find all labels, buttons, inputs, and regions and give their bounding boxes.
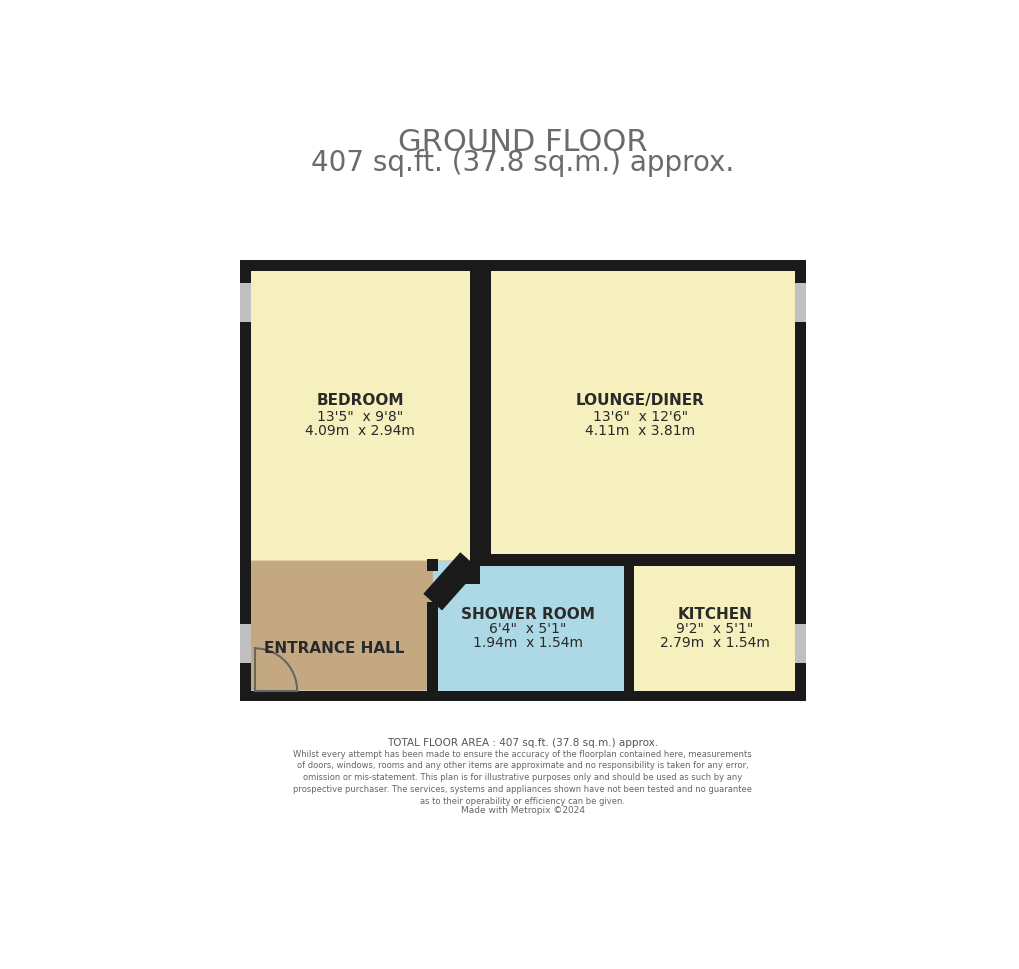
Text: 407 sq.ft. (37.8 sq.m.) approx.: 407 sq.ft. (37.8 sq.m.) approx. <box>311 149 734 177</box>
Bar <box>466 561 480 583</box>
Bar <box>427 602 437 702</box>
Text: Whilst every attempt has been made to ensure the accuracy of the floorplan conta: Whilst every attempt has been made to en… <box>292 750 752 806</box>
Text: 1.94m  x 1.54m: 1.94m x 1.54m <box>473 637 583 650</box>
Text: ENTRANCE HALL: ENTRANCE HALL <box>264 641 404 656</box>
Bar <box>469 271 491 561</box>
Text: 6'4"  x 5'1": 6'4" x 5'1" <box>489 622 567 637</box>
Bar <box>239 691 805 702</box>
Polygon shape <box>251 561 469 691</box>
Text: Made with Metropix ©2024: Made with Metropix ©2024 <box>461 806 584 815</box>
Text: 4.09m  x 2.94m: 4.09m x 2.94m <box>305 424 415 438</box>
Bar <box>795 261 805 702</box>
Bar <box>239 261 805 271</box>
Bar <box>469 553 795 566</box>
Bar <box>239 261 251 702</box>
Bar <box>623 648 634 702</box>
Bar <box>432 561 623 691</box>
Text: 9'2"  x 5'1": 9'2" x 5'1" <box>676 622 753 637</box>
Bar <box>623 561 634 603</box>
Polygon shape <box>251 271 469 561</box>
Text: 13'5"  x 9'8": 13'5" x 9'8" <box>317 410 403 424</box>
Bar <box>239 283 251 322</box>
Text: LOUNGE/DINER: LOUNGE/DINER <box>576 392 704 408</box>
Bar <box>427 629 437 702</box>
Bar <box>427 559 437 572</box>
Bar <box>795 283 805 322</box>
Bar <box>795 624 805 663</box>
Text: 13'6"  x 12'6": 13'6" x 12'6" <box>592 410 688 424</box>
Text: 4.11m  x 3.81m: 4.11m x 3.81m <box>585 424 695 438</box>
Bar <box>634 561 795 691</box>
Text: KITCHEN: KITCHEN <box>677 607 752 621</box>
Text: BEDROOM: BEDROOM <box>316 392 404 408</box>
Text: SHOWER ROOM: SHOWER ROOM <box>461 607 594 621</box>
Text: GROUND FLOOR: GROUND FLOOR <box>397 128 647 157</box>
Text: 2.79m  x 1.54m: 2.79m x 1.54m <box>659 637 769 650</box>
Bar <box>623 555 634 702</box>
Polygon shape <box>485 271 795 561</box>
Text: TOTAL FLOOR AREA : 407 sq.ft. (37.8 sq.m.) approx.: TOTAL FLOOR AREA : 407 sq.ft. (37.8 sq.m… <box>387 738 657 748</box>
Bar <box>239 624 251 663</box>
